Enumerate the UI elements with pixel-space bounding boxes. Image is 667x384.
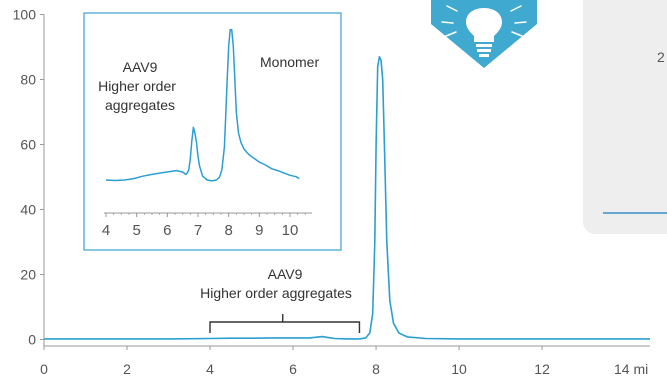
x-tick-label: 10 bbox=[451, 361, 467, 377]
x-tick-label: 4 bbox=[206, 361, 214, 377]
lightbulb-base-1 bbox=[476, 44, 492, 47]
inset-frame bbox=[83, 12, 342, 251]
y-tick-label: 80 bbox=[20, 72, 36, 88]
lightbulb-base-3 bbox=[479, 54, 489, 57]
inset-x-tick-label: 8 bbox=[224, 222, 232, 239]
inset-monomer-label: Monomer bbox=[260, 54, 319, 70]
x-tick-label: 0 bbox=[40, 361, 48, 377]
inset-x-axis-ticks: 4 5 6 7 8 9 10 bbox=[102, 213, 306, 239]
x-tick-label: 2 bbox=[123, 361, 131, 377]
x-tick-label: 6 bbox=[289, 361, 297, 377]
x-axis-unit-label: 14 mi bbox=[614, 361, 648, 377]
inset-x-tick-label: 5 bbox=[132, 222, 140, 239]
y-tick-label: 40 bbox=[20, 202, 36, 218]
aggregates-label-line-1: AAV9 bbox=[268, 266, 303, 282]
chromatogram-trace bbox=[44, 56, 650, 340]
inset-x-tick-label: 4 bbox=[102, 222, 110, 239]
y-tick-label: 0 bbox=[28, 332, 36, 348]
x-tick-label: 8 bbox=[372, 361, 380, 377]
y-tick-label: 60 bbox=[20, 137, 36, 153]
inset-chart: 4 5 6 7 8 9 10 AAV9 Higher order aggregates Mo… bbox=[83, 12, 342, 251]
inset-chromatogram-trace bbox=[105, 28, 300, 182]
y-axis-ticks: 0 20 40 60 80 100 bbox=[13, 7, 44, 348]
x-axis-ticks: 0 2 4 6 8 10 12 bbox=[40, 346, 550, 377]
inset-x-tick-label: 10 bbox=[282, 222, 299, 239]
aggregates-label-line-2: Higher order aggregates bbox=[200, 285, 352, 301]
inset-x-tick-label: 7 bbox=[194, 222, 202, 239]
inset-aggregates-label-line-1: AAV9 bbox=[123, 59, 158, 75]
main-chart: 0 20 40 60 80 100 0 2 4 6 8 10 12 14 mi AAV9 Higher… bbox=[13, 7, 650, 377]
y-tick-label: 100 bbox=[13, 7, 37, 23]
side-card: 2 bbox=[583, 0, 667, 234]
lightbulb-base-2 bbox=[477, 49, 491, 52]
side-card-panel bbox=[583, 0, 667, 234]
inset-aggregates-label-line-3: aggregates bbox=[105, 97, 175, 113]
x-tick-label: 12 bbox=[534, 361, 550, 377]
inset-aggregates-label-line-2: Higher order bbox=[98, 78, 176, 94]
side-card-text-fragment: 2 bbox=[657, 49, 665, 65]
inset-x-tick-label: 9 bbox=[255, 222, 263, 239]
lightbulb-rays bbox=[441, 5, 527, 37]
aggregates-bracket bbox=[209, 314, 361, 333]
inset-x-tick-label: 6 bbox=[163, 222, 171, 239]
lightbulb-glass bbox=[466, 8, 502, 42]
lightbulb-icon[interactable] bbox=[431, 0, 537, 68]
y-tick-label: 20 bbox=[20, 267, 36, 283]
